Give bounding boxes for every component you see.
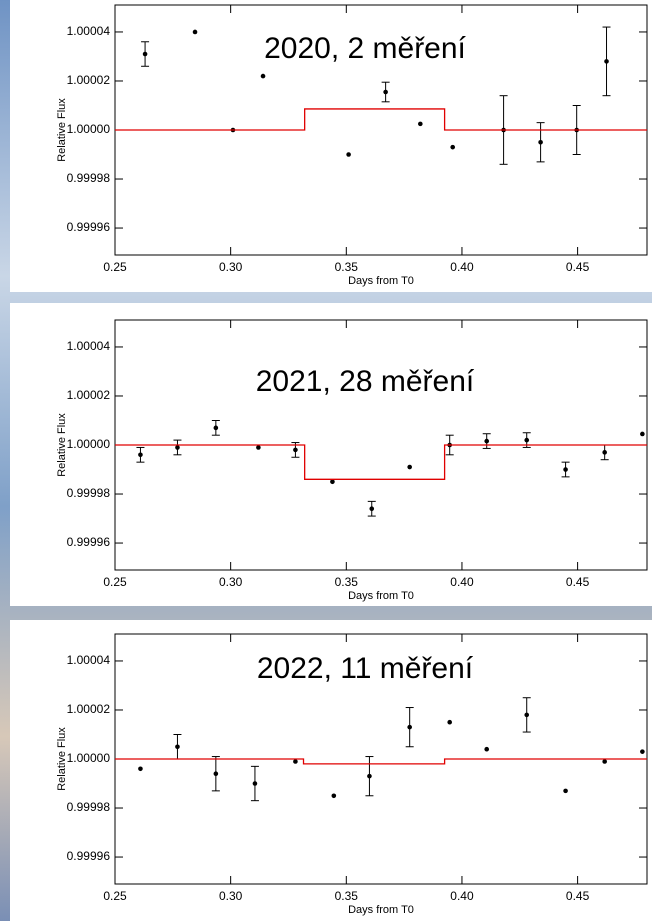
x-tick-label: 0.30 [219, 575, 243, 589]
annotation: 2022, 11 měření [257, 652, 474, 685]
data-point [293, 447, 298, 453]
y-axis-label: Relative Flux [56, 98, 68, 162]
data-point [640, 431, 645, 437]
model-line [115, 444, 647, 480]
data-point [447, 719, 452, 725]
y-axis-label: Relative Flux [56, 413, 68, 477]
y-tick-label: 1.00004 [67, 339, 111, 353]
data-point [367, 773, 372, 779]
data-point [484, 746, 490, 752]
y-axis-label: Relative Flux [56, 727, 68, 791]
data-point [293, 759, 298, 764]
y-tick-label: 1.00004 [67, 653, 111, 667]
y-tick-label: 0.99996 [67, 849, 111, 863]
x-tick-label: 0.45 [566, 889, 590, 903]
y-tick-label: 1.00002 [67, 73, 111, 87]
y-tick-label: 0.99998 [67, 486, 111, 500]
model-line [115, 108, 647, 131]
data-point [407, 724, 412, 730]
x-tick-label: 0.35 [335, 889, 359, 903]
data-point [563, 788, 568, 794]
x-tick-label: 0.25 [103, 260, 127, 274]
y-tick-label: 0.99996 [67, 220, 111, 234]
data-point [213, 771, 219, 777]
panel-bg [10, 303, 652, 606]
x-tick-label: 0.40 [450, 260, 474, 274]
data-point [142, 51, 148, 57]
data-point [407, 464, 412, 470]
y-tick-label: 1.00000 [67, 437, 111, 451]
data-point [383, 89, 388, 95]
data-point [260, 73, 266, 79]
model-line [115, 758, 647, 765]
data-point [369, 506, 375, 512]
data-point [524, 712, 530, 718]
data-point [524, 437, 530, 443]
panel-bg [10, 620, 652, 921]
x-tick-label: 0.30 [219, 889, 243, 903]
x-tick-label: 0.40 [450, 889, 474, 903]
y-tick-label: 0.99998 [67, 800, 111, 814]
x-tick-label: 0.25 [103, 889, 127, 903]
data-point [175, 445, 180, 450]
y-tick-label: 1.00000 [67, 122, 111, 136]
x-tick-label: 0.40 [450, 575, 474, 589]
data-point [538, 139, 543, 145]
x-tick-label: 0.35 [335, 260, 359, 274]
data-point [640, 749, 645, 754]
data-point [138, 452, 143, 458]
data-point [331, 793, 337, 799]
data-point [602, 450, 607, 455]
y-tick-label: 1.00004 [67, 24, 111, 38]
data-point [450, 144, 456, 150]
y-tick-label: 1.00002 [67, 388, 111, 402]
x-axis-label: Days from T0 [348, 275, 414, 287]
y-tick-label: 1.00000 [67, 751, 111, 765]
data-point [602, 759, 607, 764]
data-point [563, 467, 568, 472]
annotation: 2020, 2 měření [264, 32, 466, 65]
data-point [346, 152, 351, 157]
data-point [604, 59, 609, 64]
data-point [484, 438, 490, 444]
y-tick-label: 1.00002 [67, 702, 111, 716]
x-tick-label: 0.30 [219, 260, 243, 274]
data-point [192, 29, 198, 35]
data-point [252, 781, 258, 786]
panel-bg [10, 0, 652, 292]
data-point [330, 479, 335, 485]
data-point [418, 121, 423, 127]
data-point [138, 766, 143, 772]
data-point [175, 744, 180, 750]
y-tick-label: 0.99998 [67, 171, 111, 185]
data-point [256, 445, 261, 450]
data-point [213, 425, 219, 431]
x-axis-label: Days from T0 [348, 904, 414, 916]
annotation: 2021, 28 měření [256, 365, 475, 398]
x-tick-label: 0.25 [103, 575, 127, 589]
x-tick-label: 0.45 [566, 575, 590, 589]
x-tick-label: 0.35 [335, 575, 359, 589]
x-tick-label: 0.45 [566, 260, 590, 274]
y-tick-label: 0.99996 [67, 535, 111, 549]
x-axis-label: Days from T0 [348, 590, 414, 602]
